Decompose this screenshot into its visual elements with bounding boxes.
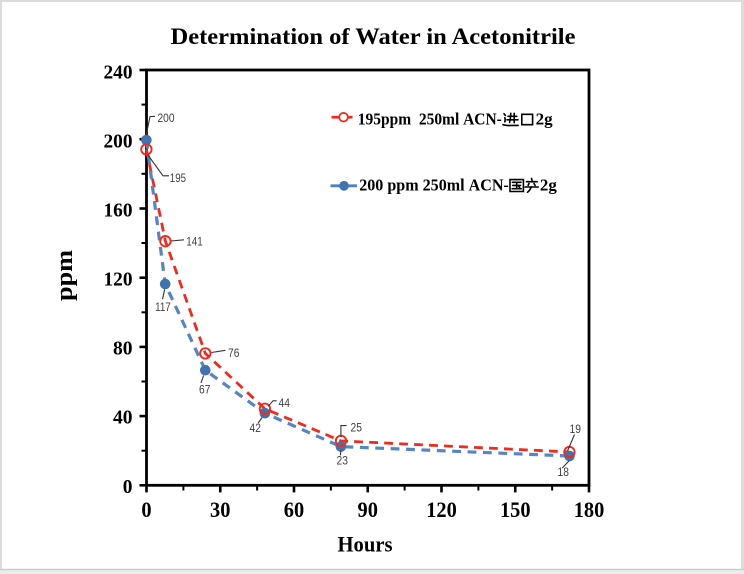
- svg-text:200 ppm 250ml ACN-: 200 ppm 250ml ACN-: [359, 175, 509, 194]
- svg-text:150: 150: [500, 497, 531, 522]
- svg-text:0: 0: [123, 476, 133, 498]
- svg-text:40: 40: [113, 407, 133, 429]
- svg-text:120: 120: [104, 269, 133, 291]
- svg-text:200: 200: [158, 113, 175, 125]
- svg-text:141: 141: [186, 236, 202, 248]
- svg-text:Determination of Water in Acet: Determination of Water in Acetonitrile: [171, 24, 576, 49]
- svg-text:2g: 2g: [540, 175, 558, 194]
- svg-text:160: 160: [104, 200, 133, 222]
- svg-text:67: 67: [199, 385, 210, 397]
- svg-text:90: 90: [358, 497, 378, 522]
- svg-text:44: 44: [279, 398, 291, 410]
- svg-text:180: 180: [574, 497, 605, 522]
- svg-text:2g: 2g: [536, 110, 554, 129]
- svg-text:60: 60: [284, 497, 304, 522]
- svg-text:0: 0: [141, 497, 151, 522]
- svg-text:80: 80: [113, 338, 133, 360]
- svg-text:195: 195: [170, 173, 186, 185]
- svg-text:Hours: Hours: [338, 531, 393, 556]
- svg-text:240: 240: [104, 61, 133, 83]
- svg-text:117: 117: [155, 302, 171, 314]
- svg-text:42: 42: [250, 423, 261, 435]
- svg-text:23: 23: [337, 456, 348, 468]
- svg-text:30: 30: [210, 497, 230, 522]
- svg-text:76: 76: [228, 348, 239, 360]
- svg-text:200: 200: [104, 130, 133, 152]
- svg-text:19: 19: [570, 424, 581, 436]
- svg-text:25: 25: [351, 423, 362, 435]
- svg-text:120: 120: [426, 497, 457, 522]
- svg-text:195ppm 250ml ACN-: 195ppm 250ml ACN-: [358, 110, 502, 129]
- svg-text:ppm: ppm: [52, 250, 78, 301]
- svg-text:18: 18: [558, 467, 569, 479]
